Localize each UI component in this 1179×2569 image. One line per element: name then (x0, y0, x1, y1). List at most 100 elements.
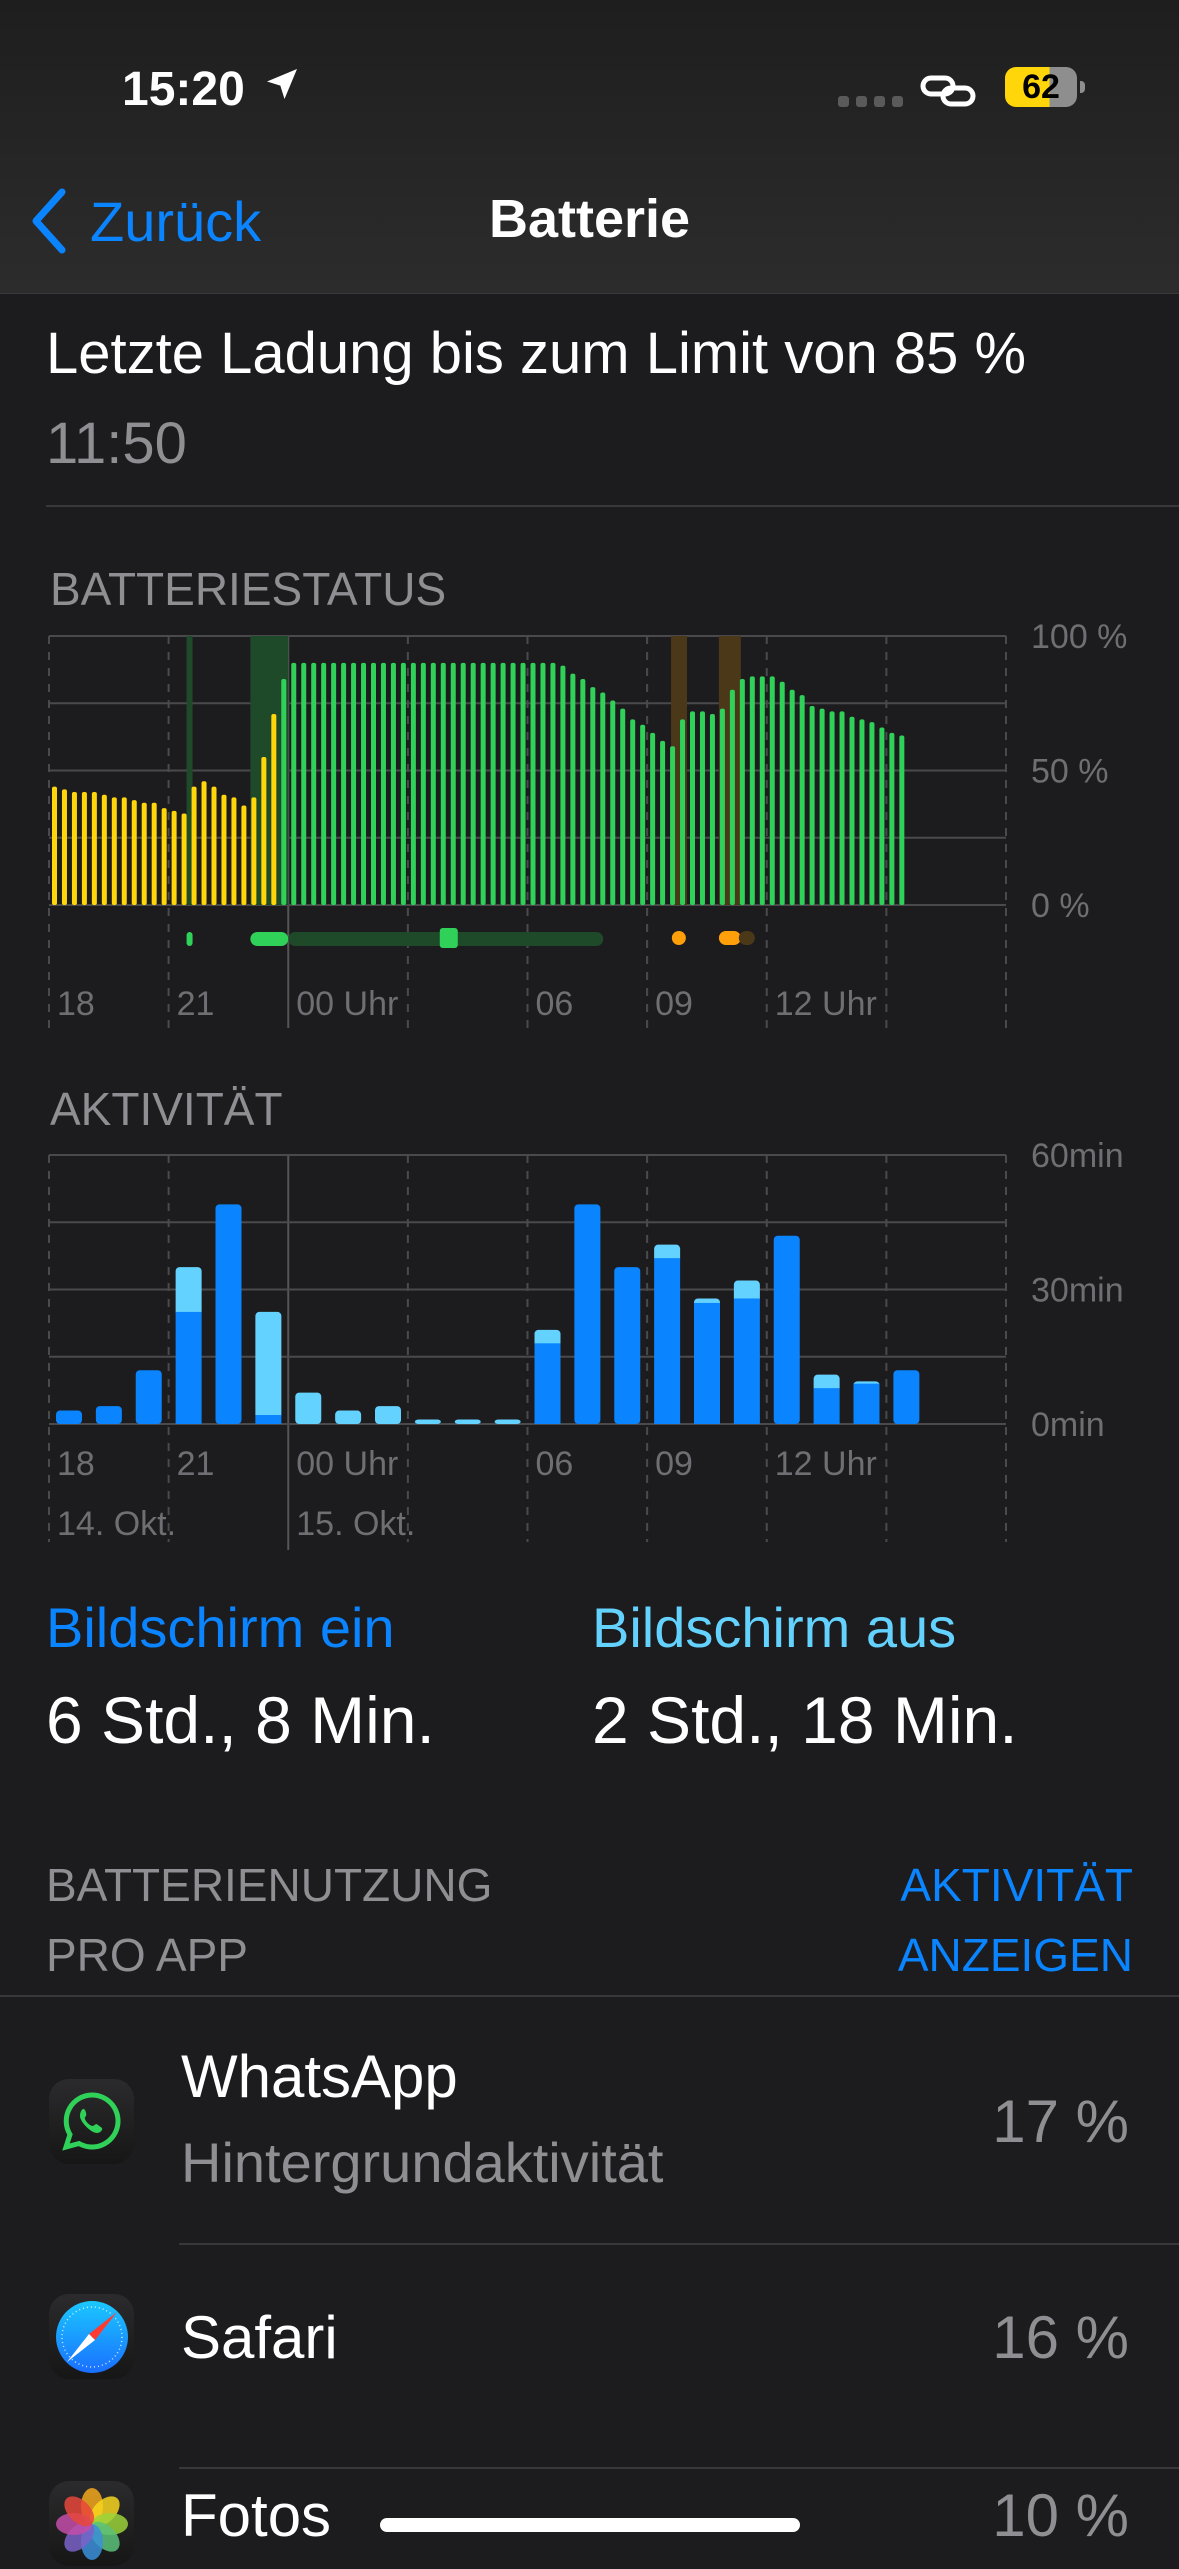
battery-bar (480, 662, 486, 905)
battery-bar (620, 708, 626, 905)
x-tick-label: 12 Uhr (775, 985, 877, 1023)
app-row-whatsapp[interactable]: WhatsApp Hintergrundaktivität 17 % (0, 1997, 1179, 2243)
battery-bar (680, 719, 686, 905)
location-arrow-icon (267, 69, 297, 99)
battery-bar (450, 662, 456, 905)
battery-bar (321, 662, 327, 905)
x-tick-label: 18 (57, 985, 95, 1023)
battery-bar (809, 705, 815, 905)
battery-bar (361, 662, 367, 905)
battery-bar (690, 711, 695, 905)
battery-bar (121, 797, 127, 905)
battery-bar (749, 676, 755, 905)
battery-bar (849, 716, 855, 905)
x-tick-label: 06 (536, 985, 574, 1023)
battery-bar (91, 792, 97, 905)
screen-on-bar (733, 1298, 760, 1424)
screen-on-bar (654, 1258, 681, 1424)
battery-bar (869, 722, 875, 905)
screen-off-bar (813, 1374, 840, 1393)
screen-off-bar (375, 1406, 401, 1424)
battery-bar (709, 714, 715, 905)
personal-hotspot-link-icon (920, 75, 976, 107)
charging-band (186, 636, 193, 905)
battery-bar (819, 708, 825, 905)
status-time: 15:20 (122, 63, 245, 116)
battery-bar (600, 692, 606, 905)
battery-bar (71, 792, 77, 905)
screen-off-bar (414, 1419, 441, 1424)
battery-bar (829, 711, 835, 905)
charging-indicator (718, 931, 741, 945)
battery-bar (341, 662, 347, 905)
screen-on-bar (215, 1204, 242, 1424)
battery-bar (889, 732, 895, 905)
last-charge-text: Letzte Ladung bis zum Limit von 85 % (46, 321, 1027, 386)
battery-bar (739, 679, 745, 905)
battery-bar (291, 662, 297, 905)
y-tick-label: 100 % (1031, 618, 1127, 656)
battery-bar (380, 662, 386, 905)
battery-level-chart[interactable]: 18 21 00 Uhr 06 09 12 Uhr 100 % 50 % 0 % (0, 600, 1179, 1040)
x-tick-label: 21 (177, 1445, 215, 1483)
screen-on-bar (614, 1267, 641, 1424)
y-tick-label: 60min (1031, 1137, 1124, 1175)
battery-bar (261, 757, 267, 905)
app-row-safari[interactable]: Safari 16 % (0, 2245, 1179, 2467)
battery-bar (839, 711, 845, 905)
battery-bar (699, 711, 705, 905)
screen-off-bar (255, 1311, 282, 1420)
battery-bar (550, 662, 556, 905)
battery-bar (301, 662, 307, 905)
x-tick-label: 00 Uhr (296, 1445, 398, 1483)
screen-off-bar (175, 1267, 202, 1316)
battery-bar (311, 662, 317, 905)
battery-bar (161, 808, 167, 905)
activity-chart[interactable]: 18 21 00 Uhr 06 09 12 Uhr 14. Okt. 15. Okt. 60mi… (0, 1130, 1179, 1560)
battery-bar (201, 781, 207, 905)
battery-bar (610, 700, 616, 905)
battery-bar (540, 662, 546, 905)
date-label: 14. Okt. (57, 1505, 176, 1543)
battery-bar (490, 662, 496, 905)
home-indicator[interactable] (380, 2518, 800, 2532)
battery-status-heading: BATTERIESTATUS (50, 563, 447, 615)
back-button[interactable]: Zurück (28, 186, 261, 256)
optimized-charging-marker (439, 928, 458, 948)
y-tick-label: 0 % (1031, 887, 1090, 925)
charging-indicator (738, 931, 755, 945)
battery-bar (151, 802, 157, 905)
battery-bar (390, 662, 396, 905)
screen-on-label: Bildschirm ein (46, 1596, 395, 1659)
show-activity-button[interactable]: AKTIVITÄT ANZEIGEN (898, 1850, 1133, 1990)
date-label: 15. Okt. (296, 1505, 415, 1543)
battery-bar (171, 810, 177, 905)
navigation-bar (0, 0, 1179, 294)
app-percentage: 16 % (992, 2304, 1129, 2371)
app-percentage: 10 % (992, 2482, 1129, 2549)
screen-on-bar (95, 1406, 122, 1424)
screen-on-bar (773, 1235, 800, 1424)
screen-off-bar (534, 1329, 561, 1348)
screen-on-bar (813, 1388, 840, 1424)
battery-indicator: 62 (1005, 67, 1077, 107)
usage-heading-line2: PRO APP (46, 1929, 248, 1981)
y-tick-label: 0min (1031, 1406, 1105, 1444)
battery-bar (719, 708, 725, 905)
screen-on-bar (853, 1383, 880, 1424)
battery-bar (640, 724, 646, 905)
battery-bar (101, 794, 107, 905)
chevron-left-icon (32, 188, 66, 254)
divider (46, 505, 1179, 507)
screen-off-bar (654, 1244, 681, 1263)
x-tick-label: 18 (57, 1445, 95, 1483)
show-activity-line2: ANZEIGEN (897, 1929, 1133, 1981)
app-row-fotos[interactable]: Fotos 10 % (0, 2469, 1179, 2569)
y-tick-label: 30min (1031, 1272, 1124, 1310)
battery-bar (779, 681, 785, 905)
battery-bar (580, 679, 586, 905)
x-tick-label: 00 Uhr (296, 985, 398, 1023)
battery-bar (271, 714, 277, 905)
battery-bar (520, 662, 526, 905)
battery-bar (420, 662, 426, 905)
